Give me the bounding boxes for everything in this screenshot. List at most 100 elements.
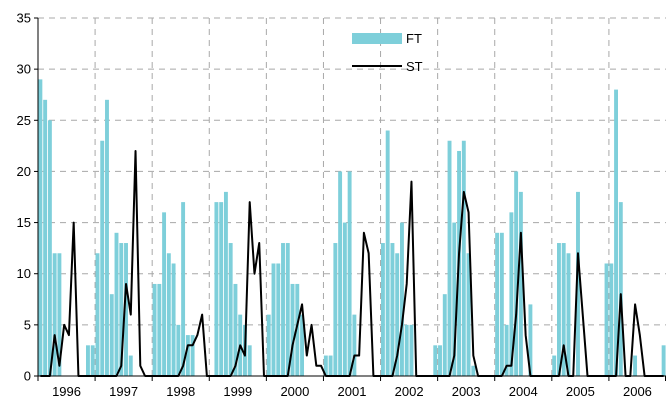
ft-bar (105, 99, 109, 376)
ft-bar (404, 324, 409, 376)
ft-bar (385, 130, 390, 376)
ft-bar (661, 345, 666, 376)
y-tick-label: 5 (24, 317, 31, 332)
x-tick-label: 1996 (52, 384, 81, 399)
ft-bar (114, 232, 119, 376)
ft-bar (452, 222, 457, 376)
x-tick-label: 2003 (452, 384, 481, 399)
ft-bar (157, 283, 162, 376)
ft-bar (128, 355, 133, 376)
ft-bar (633, 355, 638, 376)
ft-bar (518, 191, 523, 376)
st-line-layer (40, 149, 664, 377)
ft-bar (347, 171, 352, 376)
ft-bar (109, 294, 114, 376)
ft-bar (281, 243, 285, 376)
ft-bar (185, 335, 190, 376)
ft-bar (176, 324, 181, 376)
ft-bar (219, 202, 224, 376)
ft-bar (181, 202, 186, 376)
ft-bar (166, 253, 171, 376)
st-line (40, 149, 664, 377)
ft-bar (499, 232, 504, 376)
ft-bar (95, 253, 100, 376)
ft-bar (323, 355, 328, 376)
ft-bar (214, 202, 219, 376)
x-tick-label: 2001 (338, 384, 367, 399)
ft-bar (576, 191, 580, 376)
ft-bar (514, 171, 519, 376)
ft-bar (380, 243, 385, 376)
ft-bar (47, 120, 52, 377)
x-tick-label: 1999 (223, 384, 252, 399)
ft-bar (86, 345, 90, 376)
ft-bar (333, 243, 338, 376)
ft-bar (438, 345, 442, 376)
ft-bar (433, 345, 438, 376)
ft-bar (466, 253, 471, 376)
ft-bar (552, 355, 557, 376)
ft-bar (409, 324, 414, 376)
ft-bar (390, 243, 395, 376)
ft-bar (57, 253, 62, 376)
ft-bar (100, 140, 105, 376)
ft-bar (447, 140, 452, 376)
ft-bar (247, 345, 252, 376)
ft-bar (614, 89, 618, 376)
ft-bar (504, 324, 509, 376)
y-tick-label: 25 (17, 113, 31, 128)
y-tick-label: 10 (17, 266, 31, 281)
legend-st-label: ST (406, 59, 423, 74)
ft-bar (471, 365, 476, 376)
ft-bar (618, 202, 623, 376)
ft-bar (152, 283, 157, 376)
axes (34, 17, 666, 381)
ft-bar (300, 314, 304, 376)
ft-bar (352, 314, 357, 376)
ft-bar (557, 243, 561, 376)
y-tick-label: 15 (17, 215, 31, 230)
ft-bar (338, 171, 343, 376)
ft-bar (276, 263, 281, 376)
ft-bar (295, 283, 300, 376)
x-tick-label: 2006 (623, 384, 652, 399)
ft-bar (561, 243, 566, 376)
legend-ft-label: FT (406, 31, 422, 46)
x-tick-label: 1998 (166, 384, 195, 399)
ft-bar (223, 191, 228, 376)
ft-bar (604, 263, 609, 376)
ft-bar (43, 99, 48, 376)
ft-bar (38, 79, 43, 376)
ft-bar (228, 243, 233, 376)
ft-bar (495, 232, 500, 376)
ft-bar (442, 294, 447, 376)
x-tick-label: 2004 (509, 384, 538, 399)
ft-bar (566, 253, 571, 376)
x-tick-label: 2002 (395, 384, 424, 399)
x-tick-label: 2005 (566, 384, 595, 399)
ft-bar (290, 283, 295, 376)
ft-bar (342, 222, 347, 376)
ft-bar (395, 253, 400, 376)
legend-ft-swatch (352, 33, 402, 44)
grid (38, 17, 666, 376)
ft-bar (285, 243, 290, 376)
x-tick-label: 1997 (109, 384, 138, 399)
x-tick-label: 2000 (280, 384, 309, 399)
ft-bar (328, 355, 333, 376)
x-tick-labels: 1996 1997 1998 1999 2000 2001 2002 2003 2004 2005… (52, 384, 652, 399)
y-tick-label: 30 (17, 62, 31, 77)
ft-bar (528, 304, 533, 376)
y-tick-labels: 0 5 10 15 20 25 30 35 (17, 11, 31, 384)
ft-bar (266, 314, 271, 376)
ft-bar (52, 253, 57, 376)
ft-bar (509, 212, 514, 376)
ft-bar (609, 263, 614, 376)
ft-bar (119, 243, 124, 376)
ft-bar (171, 263, 176, 376)
y-tick-label: 20 (17, 164, 31, 179)
ft-bar (90, 345, 95, 376)
ft-bar (400, 222, 404, 376)
ft-bar (162, 212, 167, 376)
